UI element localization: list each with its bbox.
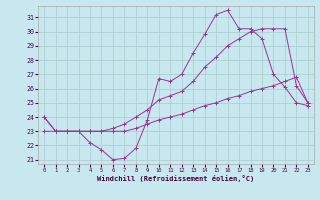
X-axis label: Windchill (Refroidissement éolien,°C): Windchill (Refroidissement éolien,°C) bbox=[97, 175, 255, 182]
